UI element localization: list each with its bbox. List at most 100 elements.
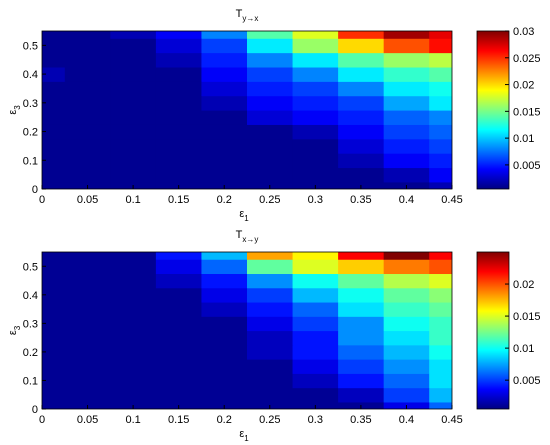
contour-cell	[110, 66, 157, 82]
contour-cell	[201, 81, 248, 97]
contour-cell	[429, 38, 452, 54]
contour-cell	[110, 330, 157, 346]
contour-cell	[155, 259, 203, 275]
x-tick-label: 0.45	[441, 194, 462, 206]
contour-cell	[429, 95, 452, 111]
contour-cell	[201, 52, 248, 68]
contour-cell	[64, 124, 111, 140]
contour-cell	[155, 38, 203, 54]
x-axis-label-main: ε	[239, 208, 244, 220]
contour-cell	[247, 373, 294, 389]
colorbar	[476, 251, 510, 410]
contour-cell	[155, 110, 203, 125]
y-tick-label: 0.4	[23, 69, 38, 81]
contour-cell	[64, 330, 111, 346]
contour-cell	[64, 153, 111, 169]
contour-cell	[64, 359, 111, 374]
y-tick-label: 0.2	[23, 127, 38, 139]
contour-cell	[338, 52, 385, 68]
contour-cell	[110, 153, 157, 169]
contour-cell	[155, 95, 203, 111]
contour-cell	[247, 31, 294, 39]
contour-cell	[383, 95, 430, 111]
x-tick-label: 0.15	[168, 194, 189, 206]
x-tick-label: 0.3	[308, 194, 323, 206]
contour-cell	[64, 52, 111, 68]
contour-cell	[42, 138, 66, 154]
x-axis-label: ε1	[239, 428, 249, 443]
contour-cell	[383, 38, 430, 54]
contour-cell	[383, 252, 430, 260]
contour-cell	[110, 387, 157, 403]
y-tick-label: 0	[32, 404, 38, 416]
colorbar-tick-label: 0.025	[513, 53, 541, 65]
contour-cell	[247, 316, 294, 332]
contour-cell	[338, 359, 385, 374]
contour-cell	[64, 316, 111, 332]
y-tick-label: 0.1	[23, 375, 38, 387]
contour-cell	[110, 38, 157, 54]
contour-cell	[201, 110, 248, 125]
contour-cell	[110, 273, 157, 289]
contour-cell	[64, 66, 111, 82]
x-axis-label-sub: 1	[244, 214, 249, 223]
contour-cell	[383, 316, 430, 332]
contour-cell	[42, 167, 66, 183]
y-tick-label: 0.1	[23, 155, 38, 167]
contour-cell	[292, 287, 339, 303]
contour-cell	[201, 138, 248, 154]
contour-cell	[429, 124, 452, 140]
contour-cell	[383, 167, 430, 183]
contour-cell	[383, 344, 430, 360]
contour-cell	[338, 110, 385, 125]
contour-cell	[201, 153, 248, 169]
contour-cell	[292, 259, 339, 275]
contour-cell	[64, 344, 111, 360]
contour-cell	[42, 401, 66, 409]
contour-cell	[338, 31, 385, 39]
contour-cell	[383, 373, 430, 389]
contour-cell	[201, 373, 248, 389]
x-tick-label: 0.1	[125, 414, 140, 426]
contour-cell	[338, 124, 385, 140]
contour-cell	[247, 301, 294, 317]
contour-cell	[110, 52, 157, 68]
y-tick-label: 0.3	[23, 98, 38, 110]
contour-cell	[429, 330, 452, 346]
contour-cell	[429, 110, 452, 125]
contour-cell	[42, 259, 66, 275]
contour-cell	[429, 81, 452, 97]
chart-title: Tx→y	[236, 229, 259, 244]
contour-cell	[64, 31, 111, 39]
y-tick-label: 0.5	[23, 261, 38, 273]
contour-cell	[155, 273, 203, 289]
contour-cell	[383, 301, 430, 317]
contour-cell	[292, 31, 339, 39]
x-tick-label: 0.45	[441, 414, 462, 426]
contour-cell	[292, 316, 339, 332]
contour-cell	[383, 31, 430, 39]
contour-cell	[201, 287, 248, 303]
colorbar-tick-label: 0.01	[513, 133, 534, 145]
contour-cell	[42, 359, 66, 374]
contour-cell	[64, 259, 111, 275]
plot-frame	[41, 251, 453, 410]
contour-cell	[429, 301, 452, 317]
contour-cell	[338, 95, 385, 111]
y-tick-label: 0.2	[23, 347, 38, 359]
contour-cell	[292, 95, 339, 111]
contour-cell	[201, 66, 248, 82]
plot-area	[42, 31, 452, 189]
x-tick-label: 0.2	[217, 194, 232, 206]
contour-cell	[42, 252, 66, 260]
contour-cell	[42, 52, 66, 68]
contour-cell	[64, 110, 111, 125]
contour-cell	[42, 31, 66, 39]
contour-cell	[383, 124, 430, 140]
contour-cell	[292, 330, 339, 346]
contour-cell	[338, 153, 385, 169]
contour-cell	[42, 95, 66, 111]
contour-cell	[292, 273, 339, 289]
x-tick-label: 0.4	[399, 194, 414, 206]
